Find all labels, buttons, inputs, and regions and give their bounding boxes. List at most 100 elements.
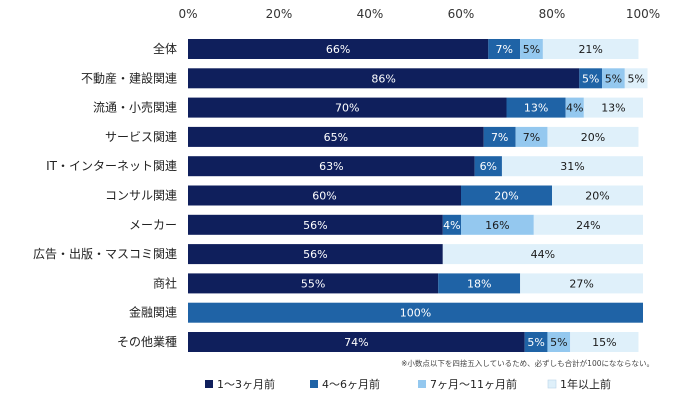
bar-segment <box>552 185 643 206</box>
bar-segment <box>583 97 643 118</box>
category-label: 不動産・建設関連 <box>81 70 177 85</box>
data-label: 16% <box>485 219 509 232</box>
bar-segment <box>501 156 643 177</box>
category-label: その他業種 <box>117 335 177 349</box>
legend: 1～3ヶ月前 4～6ヶ月前 7ヶ月～11ヶ月前 1年以上前 <box>205 377 611 391</box>
bar-segment <box>442 214 461 235</box>
data-label: 65% <box>324 131 348 144</box>
data-label: 5% <box>527 336 544 349</box>
data-label: 60% <box>312 190 336 203</box>
data-label: 20% <box>494 190 518 203</box>
bar-segment <box>188 214 443 235</box>
legend-swatch <box>310 380 318 388</box>
data-label: 74% <box>344 336 368 349</box>
data-label: 4% <box>566 102 583 115</box>
category-label: 金融関連 <box>129 305 177 320</box>
data-label: 5% <box>523 43 540 56</box>
bar-segment <box>488 39 521 59</box>
legend-label: 7ヶ月～11ヶ月前 <box>430 377 517 391</box>
bar-segment <box>506 97 566 118</box>
bar-segment <box>483 126 516 147</box>
bar-segment <box>533 214 643 235</box>
legend-label: 1～3ヶ月前 <box>217 377 275 391</box>
data-label: 5% <box>550 336 567 349</box>
x-tick-label: 100% <box>626 7 660 21</box>
category-label: 流通・小売関連 <box>93 100 177 115</box>
data-label: 20% <box>585 190 609 203</box>
data-label: 7% <box>495 43 512 56</box>
data-labels: 66% 7% 5% 21% 86% 5% 5% 5% 70% 13% 4% 13% 65% 7% 7% 20%… <box>301 43 645 349</box>
data-label: 31% <box>560 160 584 173</box>
footnote: ※小数点以下を四捨五入しているため、必ずしも合計が100になならない。 <box>401 358 654 368</box>
x-axis-ticks: 0% 20% 40% 60% 80% 100% <box>178 7 660 21</box>
bar-segment <box>524 332 548 352</box>
bar-segment <box>520 273 643 294</box>
category-label: 全体 <box>153 41 177 56</box>
legend-swatch <box>418 380 426 388</box>
bar-segment <box>520 39 543 59</box>
data-label: 7% <box>491 131 508 144</box>
bar-segment <box>542 39 639 59</box>
data-label: 70% <box>335 102 359 115</box>
bar-segment <box>579 68 603 89</box>
data-label: 5% <box>605 72 622 85</box>
data-label: 20% <box>581 131 605 144</box>
bar-segment <box>474 156 502 177</box>
data-label: 55% <box>301 277 325 290</box>
data-label: 27% <box>569 277 593 290</box>
legend-swatch <box>205 380 213 388</box>
bar-segment <box>461 185 552 206</box>
data-label: 13% <box>601 102 625 115</box>
x-tick-label: 0% <box>178 7 197 21</box>
category-label: サービス関連 <box>105 130 177 144</box>
bar-segment <box>442 244 643 265</box>
data-label: 7% <box>523 131 540 144</box>
legend-label: 4～6ヶ月前 <box>322 377 380 391</box>
bar-segment <box>565 97 584 118</box>
x-tick-label: 60% <box>448 7 475 21</box>
data-label: 4% <box>443 219 460 232</box>
bar-segment <box>570 332 639 352</box>
data-label: 86% <box>371 72 395 85</box>
data-label: 66% <box>326 43 350 56</box>
data-label: 5% <box>582 72 599 85</box>
category-label: IT・インターネット関連 <box>46 159 177 173</box>
bar-segment <box>188 97 507 118</box>
bar-segment <box>438 273 521 294</box>
data-label: 63% <box>319 160 343 173</box>
bar-segment <box>515 126 548 147</box>
data-label: 5% <box>627 72 644 85</box>
bar-segment <box>188 332 525 352</box>
bar-segment <box>188 156 475 177</box>
bar-segment <box>188 185 461 206</box>
category-label: 商社 <box>153 275 177 290</box>
category-label: メーカー <box>129 218 177 232</box>
data-label: 24% <box>576 219 600 232</box>
bar-segment <box>188 39 489 59</box>
data-label: 6% <box>480 160 497 173</box>
bar-segment <box>188 273 439 294</box>
data-label: 15% <box>592 336 616 349</box>
bar-segment <box>188 244 443 265</box>
data-label: 13% <box>524 102 548 115</box>
bar-segment <box>188 302 643 323</box>
data-label: 56% <box>303 219 327 232</box>
data-label: 18% <box>467 277 491 290</box>
bars <box>188 39 648 352</box>
data-label: 21% <box>578 43 602 56</box>
bar-segment <box>602 68 625 89</box>
legend-swatch <box>547 379 557 389</box>
bar-segment <box>461 214 534 235</box>
x-tick-label: 20% <box>266 7 293 21</box>
category-label: コンサル関連 <box>105 189 177 203</box>
x-tick-label: 40% <box>357 7 384 21</box>
bar-segment <box>188 68 580 89</box>
bar-segment <box>547 332 571 352</box>
data-label: 56% <box>303 248 327 261</box>
x-tick-label: 80% <box>539 7 566 21</box>
category-label: 広告・出版・マスコミ関連 <box>33 247 177 261</box>
data-label: 44% <box>531 248 555 261</box>
bar-segment <box>547 126 639 147</box>
